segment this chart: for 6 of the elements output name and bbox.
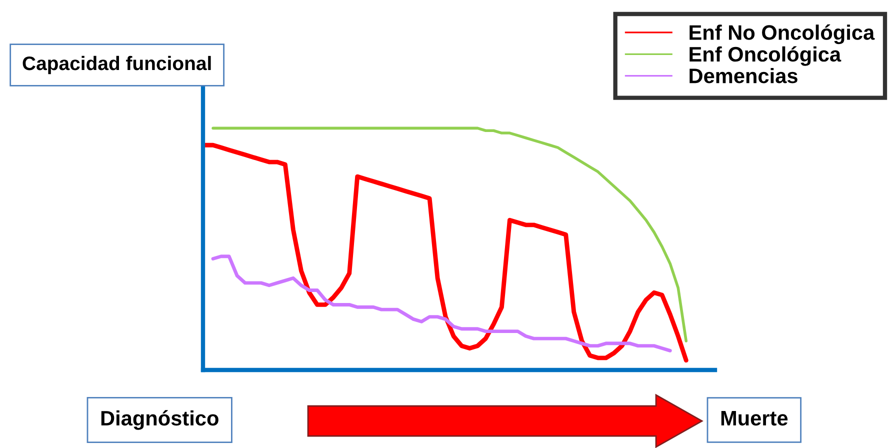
- text: Muerte: [721, 411, 788, 426]
- legend-label: Enf No Oncológica: [690, 24, 875, 44]
- legend-label: Demencias: [690, 68, 798, 84]
- legend-label: Enf Oncológica: [690, 46, 842, 66]
- x-axis-title: Diagnóstico: [101, 410, 218, 430]
- y-axis-title: Capacidad funcional: [22, 56, 211, 74]
